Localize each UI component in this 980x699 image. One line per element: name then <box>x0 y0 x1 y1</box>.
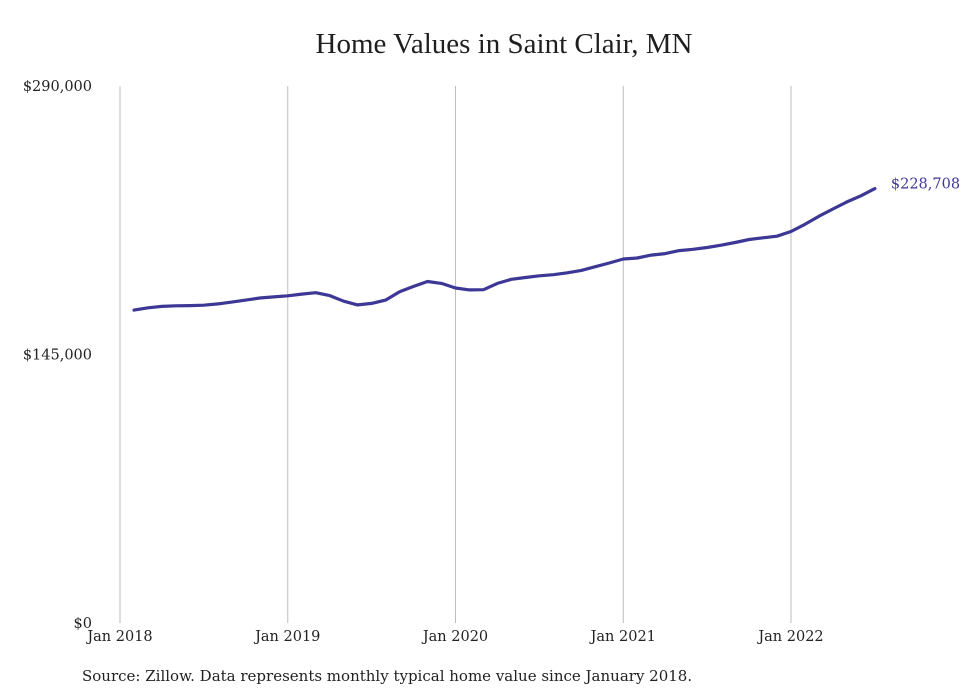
grid-lines <box>119 86 792 623</box>
end-value-label: $228,708 <box>891 177 960 193</box>
x-tick-label: Jan 2018 <box>85 629 152 645</box>
x-tick-label: Jan 2020 <box>421 629 488 645</box>
y-tick-label: $290,000 <box>23 79 92 95</box>
chart-title: Home Values in Saint Clair, MN <box>315 28 693 60</box>
y-tick-label: $0 <box>74 616 92 632</box>
x-axis: Jan 2018 Jan 2019 Jan 2020 Jan 2021 Jan 2022 <box>85 629 823 645</box>
source-note: Source: Zillow. Data represents monthly … <box>82 667 693 685</box>
y-axis: $0 $145,000 $290,000 <box>23 79 92 632</box>
x-tick-label: Jan 2022 <box>756 629 823 645</box>
series-group: $228,708 <box>132 177 960 312</box>
x-tick-label: Jan 2019 <box>253 629 320 645</box>
x-tick-label: Jan 2021 <box>589 629 656 645</box>
series-line <box>132 187 877 312</box>
y-tick-label: $145,000 <box>23 348 92 364</box>
